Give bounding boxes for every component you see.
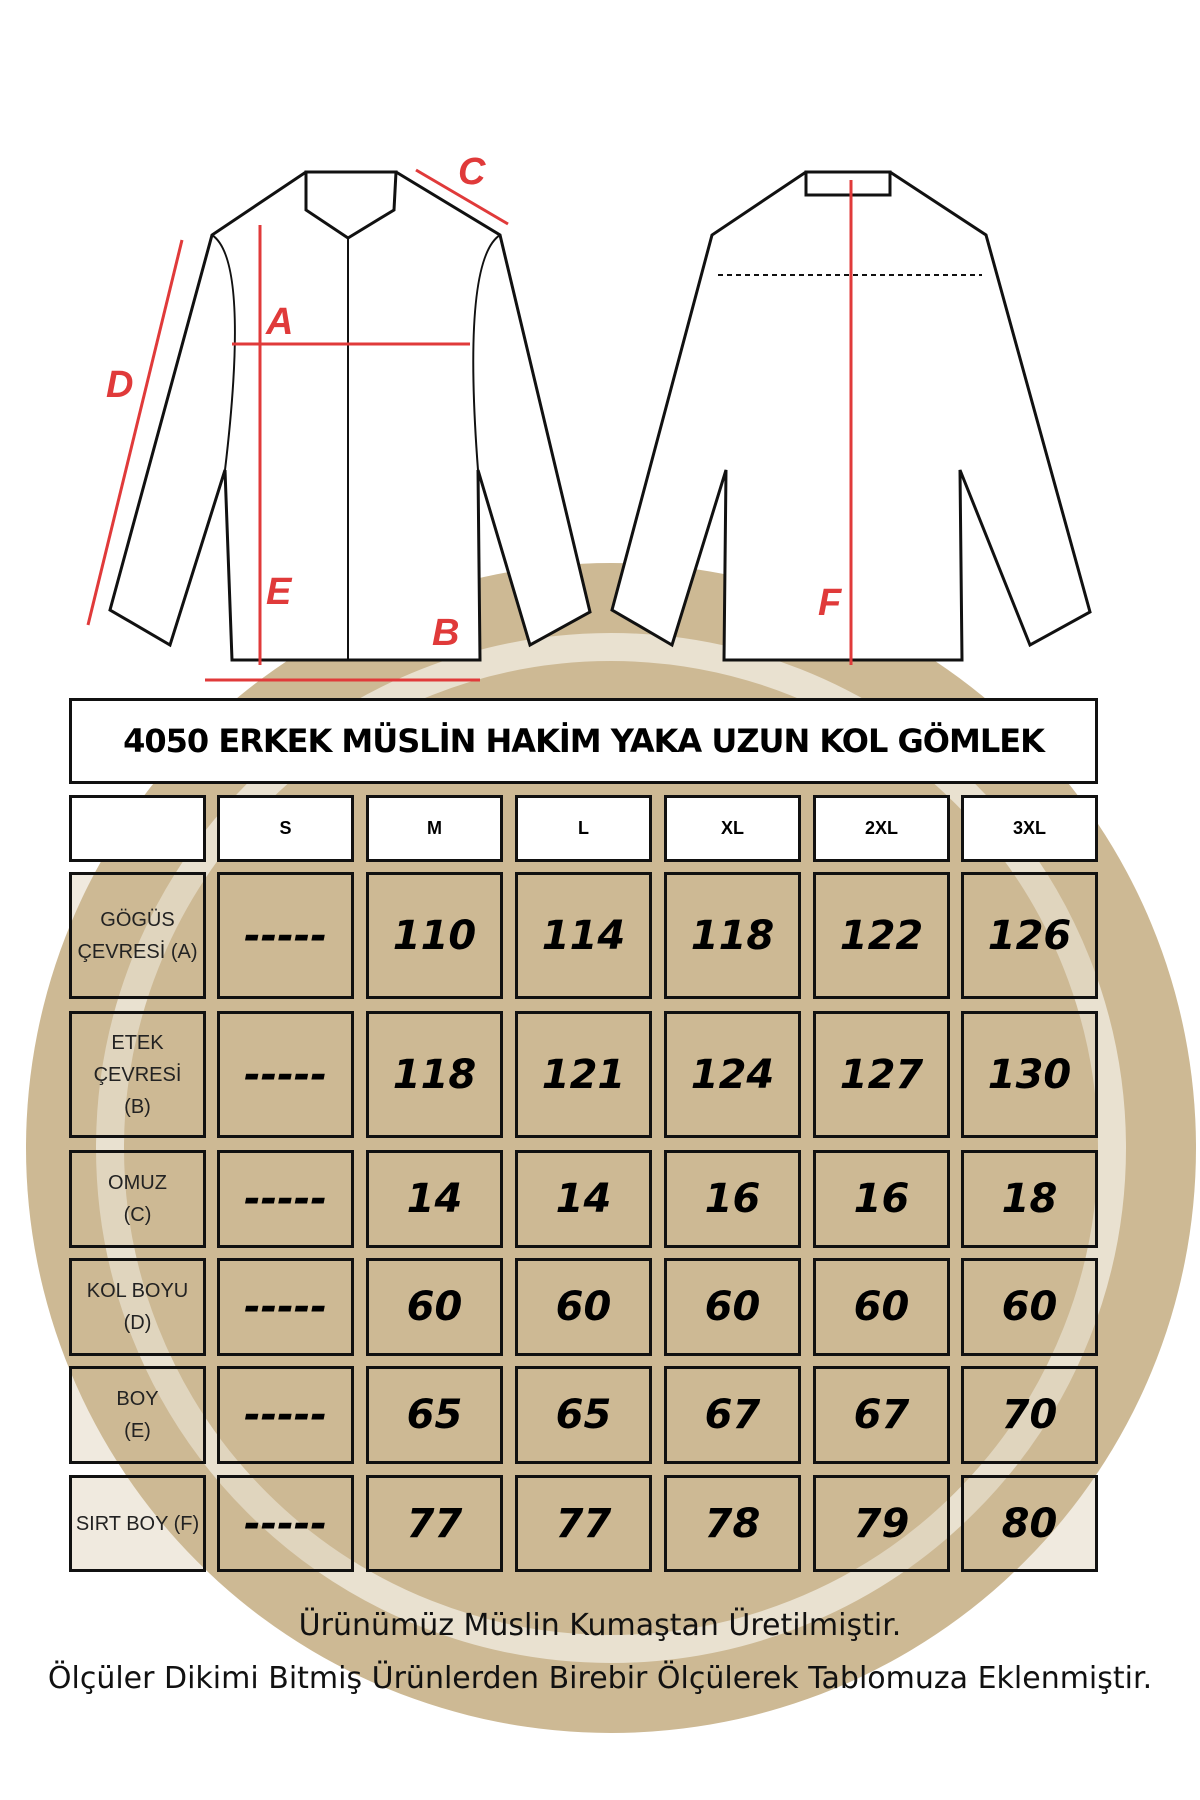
label-e: E: [266, 571, 293, 613]
table-cell: 60: [515, 1258, 652, 1356]
size-header: M: [366, 795, 503, 862]
row-label: KOL BOYU (D): [69, 1258, 206, 1356]
table-cell: 118: [664, 872, 801, 999]
shirt-diagram: A B C D E F: [86, 151, 1092, 682]
table-cell: 18: [961, 1150, 1098, 1248]
table-cell: -----: [217, 1150, 354, 1248]
measure-lines: [86, 168, 853, 682]
footer-line-1: Ürünümüz Müslin Kumaştan Üretilmiştir.: [298, 1608, 902, 1643]
size-header: XL: [664, 795, 801, 862]
table-cell: -----: [217, 1475, 354, 1572]
label-c: C: [458, 151, 486, 193]
row-label: BOY (E): [69, 1366, 206, 1464]
table-cell: 78: [664, 1475, 801, 1572]
label-a: A: [265, 301, 293, 343]
table-cell: 60: [664, 1258, 801, 1356]
size-header: L: [515, 795, 652, 862]
table-cell: -----: [217, 872, 354, 999]
row-label: OMUZ (C): [69, 1150, 206, 1248]
table-cell: 126: [961, 872, 1098, 999]
table-cell: 118: [366, 1011, 503, 1138]
header-empty-cell: [69, 795, 206, 862]
row-label: ETEK ÇEVRESİ (B): [69, 1011, 206, 1138]
shirt-front: [108, 170, 592, 662]
table-cell: 80: [961, 1475, 1098, 1572]
row-label: GÖGÜS ÇEVRESİ (A): [69, 872, 206, 999]
table-cell: 127: [813, 1011, 950, 1138]
table-cell: 60: [813, 1258, 950, 1356]
table-cell: 14: [366, 1150, 503, 1248]
table-title: 4050 ERKEK MÜSLİN HAKİM YAKA UZUN KOL GÖ…: [69, 698, 1098, 784]
size-header: 3XL: [961, 795, 1098, 862]
row-label: SIRT BOY (F): [69, 1475, 206, 1572]
label-f: F: [818, 582, 843, 624]
table-cell: 67: [664, 1366, 801, 1464]
size-header: S: [217, 795, 354, 862]
table-cell: 60: [366, 1258, 503, 1356]
table-cell: 79: [813, 1475, 950, 1572]
label-b: B: [432, 612, 459, 654]
table-cell: 114: [515, 872, 652, 999]
table-cell: 130: [961, 1011, 1098, 1138]
table-cell: 65: [366, 1366, 503, 1464]
table-cell: 77: [366, 1475, 503, 1572]
table-cell: 16: [664, 1150, 801, 1248]
table-cell: 67: [813, 1366, 950, 1464]
table-cell: 110: [366, 872, 503, 999]
table-cell: -----: [217, 1011, 354, 1138]
size-header: 2XL: [813, 795, 950, 862]
table-cell: 16: [813, 1150, 950, 1248]
table-cell: 121: [515, 1011, 652, 1138]
footer-line-2: Ölçüler Dikimi Bitmiş Ürünlerden Birebir…: [47, 1661, 1153, 1696]
table-cell: 14: [515, 1150, 652, 1248]
table-cell: 70: [961, 1366, 1098, 1464]
table-cell: 122: [813, 872, 950, 999]
table-cell: 60: [961, 1258, 1098, 1356]
label-d: D: [106, 364, 133, 406]
table-cell: 124: [664, 1011, 801, 1138]
table-cell: 65: [515, 1366, 652, 1464]
table-cell: 77: [515, 1475, 652, 1572]
table-cell: -----: [217, 1366, 354, 1464]
table-cell: -----: [217, 1258, 354, 1356]
